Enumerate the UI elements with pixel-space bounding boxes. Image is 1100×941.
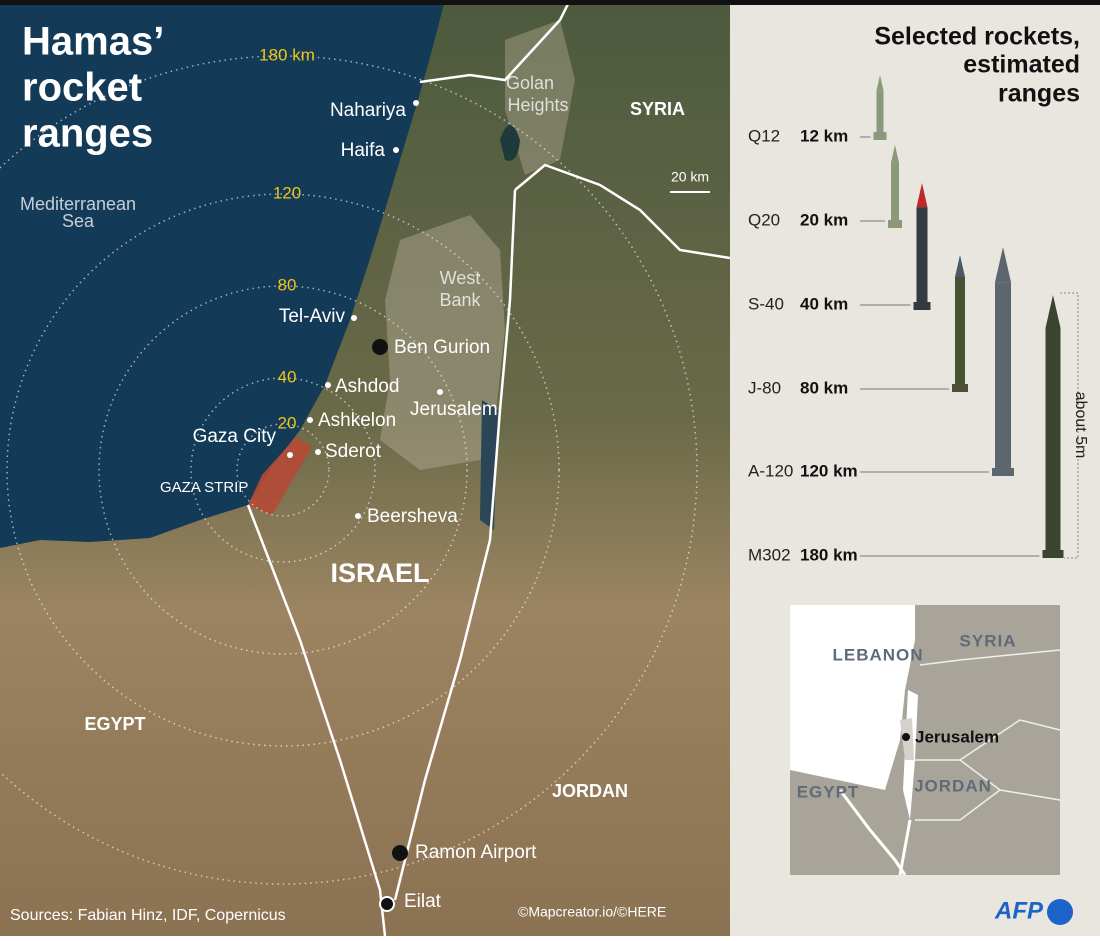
sources: Sources: Fabian Hinz, IDF, Copernicus xyxy=(10,907,286,924)
rocket xyxy=(955,255,965,277)
rocket-name: S-40 xyxy=(748,294,784,313)
inset-label: SYRIA xyxy=(960,631,1017,650)
rocket-range: 12 km xyxy=(800,126,848,145)
inset-map xyxy=(790,605,1061,876)
rocket-range: 40 km xyxy=(800,294,848,313)
sea xyxy=(0,0,445,548)
country-label: SYRIA xyxy=(630,99,685,119)
rocket xyxy=(1045,328,1061,558)
city-label: Ashdod xyxy=(335,376,399,397)
city-label: Beersheva xyxy=(367,506,458,527)
scale-label: 20 km xyxy=(671,169,709,185)
rocket-fin xyxy=(952,384,968,392)
city-label: Tel-Aviv xyxy=(279,306,346,327)
inset-label: Jerusalem xyxy=(915,727,999,746)
rocket-name: A-120 xyxy=(748,461,793,480)
top-bar xyxy=(0,0,1100,5)
rocket-fin xyxy=(992,468,1014,476)
rocket xyxy=(916,207,928,310)
rocket-fin xyxy=(913,302,931,310)
rocket xyxy=(1045,295,1061,328)
city-label: Haifa xyxy=(341,140,386,161)
range-label: 180 km xyxy=(259,45,315,64)
gaza-strip xyxy=(248,437,312,515)
title-line: Hamas’ xyxy=(22,20,164,64)
city-label: Ramon Airport xyxy=(415,842,537,863)
west-bank-area xyxy=(380,215,505,470)
inset-label: JORDAN xyxy=(914,776,992,795)
rocket xyxy=(891,145,899,163)
rocket xyxy=(891,162,899,228)
range-rings: 180 km 120 80 40 20 xyxy=(0,45,698,885)
range-ring xyxy=(98,285,468,655)
rockets-title-line: Selected rockets, xyxy=(874,23,1080,51)
range-label: 80 xyxy=(278,275,297,294)
title-line: ranges xyxy=(22,112,153,156)
rocket-range: 80 km xyxy=(800,378,848,397)
city-label: Gaza City xyxy=(193,426,277,447)
region-label: Golan xyxy=(506,73,554,93)
range-ring xyxy=(0,55,698,885)
sea-label: Mediterranean xyxy=(20,194,136,214)
range-label: 120 xyxy=(273,183,301,202)
rocket-name: M302 xyxy=(748,545,791,564)
rocket-range: 180 km xyxy=(800,545,858,564)
rocket xyxy=(876,90,884,140)
range-ring xyxy=(190,377,376,563)
title: Hamas’ rocket ranges xyxy=(22,20,164,156)
range-ring xyxy=(6,193,560,747)
size-bracket xyxy=(1060,292,1079,559)
inset-label: EGYPT xyxy=(797,782,860,801)
region-label: Heights xyxy=(507,95,568,115)
rocket xyxy=(955,277,965,392)
logo-dot xyxy=(1047,899,1073,925)
rockets-title-line: ranges xyxy=(998,80,1080,108)
golan-area xyxy=(505,20,575,175)
rocket-fin xyxy=(1042,550,1064,558)
rockets-title-line: estimated xyxy=(963,51,1080,79)
inset-label: LEBANON xyxy=(832,645,923,664)
rocket-fin xyxy=(873,132,887,140)
range-label: 40 xyxy=(278,367,297,386)
country-label: ISRAEL xyxy=(330,558,429,588)
region-label: Bank xyxy=(439,290,481,310)
city-label: Eilat xyxy=(404,891,442,912)
range-ring xyxy=(236,423,330,517)
city-label: Ashkelon xyxy=(318,410,396,431)
rocket-fin xyxy=(888,220,902,228)
rocket xyxy=(995,282,1011,476)
map xyxy=(0,0,730,936)
city-label: Ben Gurion xyxy=(394,337,490,358)
city-label: Nahariya xyxy=(330,100,406,121)
country-label: GAZA STRIP xyxy=(160,479,248,496)
city-dots xyxy=(287,100,443,912)
rockets: Q12 12 km Q20 20 km S-40 40 km J-80 80 km A-120 1… xyxy=(748,75,1064,564)
size-note: about 5m xyxy=(1072,392,1089,459)
region-label: West xyxy=(440,268,481,288)
sea-label: Sea xyxy=(62,211,95,231)
country-label: JORDAN xyxy=(552,781,628,801)
logo: AFP xyxy=(994,897,1044,924)
country-label: EGYPT xyxy=(84,714,145,734)
rocket-name: Q12 xyxy=(748,126,780,145)
sea-of-galilee xyxy=(500,125,520,161)
rocket-range: 120 km xyxy=(800,461,858,480)
credit: ©Mapcreator.io/©HERE xyxy=(518,904,666,920)
rockets-title: Selected rockets, estimated ranges xyxy=(874,23,1080,108)
title-line: rocket xyxy=(22,66,142,110)
rocket xyxy=(876,75,884,91)
rocket-range: 20 km xyxy=(800,210,848,229)
rocket xyxy=(916,183,928,208)
rocket xyxy=(995,247,1011,283)
rocket-name: J-80 xyxy=(748,378,781,397)
city-label: Sderot xyxy=(325,441,382,462)
range-label: 20 xyxy=(278,413,297,432)
rocket-name: Q20 xyxy=(748,210,780,229)
city-label: Jerusalem xyxy=(410,399,498,420)
